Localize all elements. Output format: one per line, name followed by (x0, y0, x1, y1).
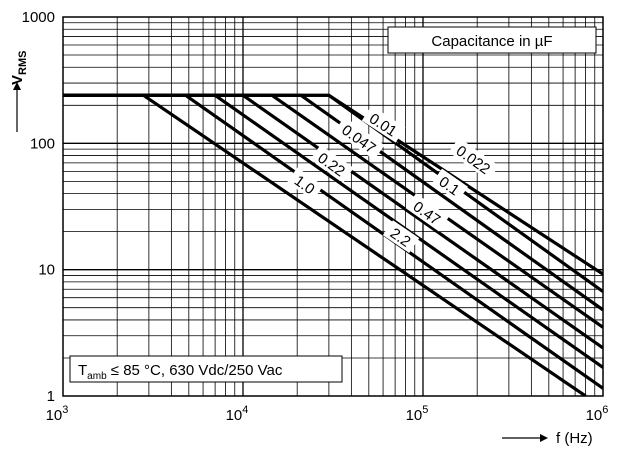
x-tick-label: 104 (226, 404, 249, 424)
x-tick-labels: 103 104 105 106 (46, 404, 609, 424)
y-tick-label: 100 (30, 135, 55, 152)
x-tick-label: 105 (406, 404, 429, 424)
condition-note-box: Tamb ≤ 85 °C, 630 Vdc/250 Vac (69, 355, 343, 383)
y-axis-label-sub: RMS (17, 51, 29, 75)
curve-2.2 (63, 93, 587, 396)
y-axis-label-main: V (9, 75, 26, 85)
svg-text:VRMS: VRMS (9, 51, 29, 85)
curve-0.047 (63, 93, 603, 312)
x-tick-label: 106 (586, 404, 609, 424)
plot-border (62, 16, 604, 397)
curves (63, 93, 603, 396)
curve-label-bg (310, 144, 354, 183)
y-axis-label: VRMS (9, 51, 29, 85)
curve-label-bg (448, 137, 499, 181)
condition-note-text: ≤ 85 °C, 630 Vdc/250 Vac (107, 362, 283, 379)
curve-label-group: 0.47 (405, 193, 450, 232)
x-tick-label: 103 (46, 404, 69, 424)
y-tick-label: 1000 (22, 9, 55, 26)
curve-label-bg (286, 167, 324, 201)
curve-label-bg (361, 105, 406, 143)
curve-label-bg (405, 193, 450, 232)
condition-note-subscript: amb (87, 371, 107, 382)
x-axis-label: f (Hz) (556, 430, 593, 447)
curve-label-group: 0.022 (448, 137, 499, 181)
curve-0.01 (63, 93, 603, 276)
y-tick-labels: 1 10 100 1000 (22, 9, 55, 405)
condition-note: Tamb ≤ 85 °C, 630 Vdc/250 Vac (78, 362, 283, 382)
legend-title-box: Capacitance in µF (387, 26, 597, 54)
condition-note-symbol: T (78, 362, 87, 379)
grid (63, 17, 603, 396)
curve-label-bg (431, 168, 469, 202)
legend-title: Capacitance in µF (431, 33, 552, 50)
y-tick-label: 1 (47, 388, 55, 405)
curve-label-bg (382, 220, 420, 253)
curve-label-bg (334, 116, 385, 160)
y-tick-label: 10 (38, 262, 55, 279)
